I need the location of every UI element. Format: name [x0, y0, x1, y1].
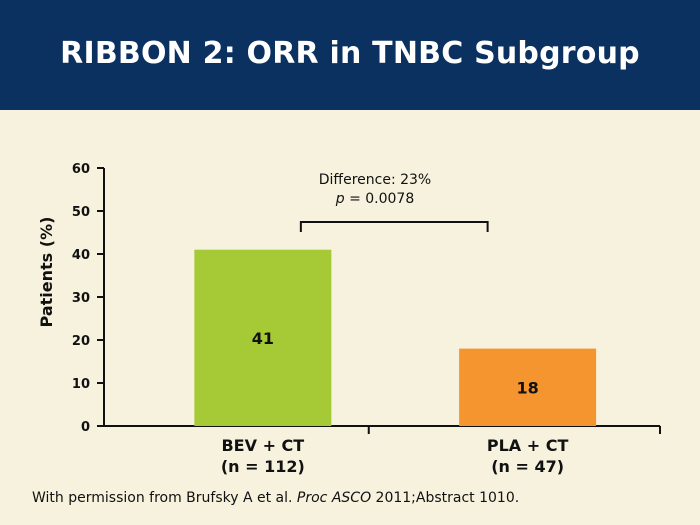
header-banner: RIBBON 2: ORR in TNBC Subgroup — [0, 0, 700, 110]
citation-prefix: With permission from Brufsky A et al. — [32, 490, 297, 506]
bar-value-label: 41 — [252, 329, 274, 348]
y-tick-label: 30 — [72, 291, 90, 306]
y-tick-label: 50 — [72, 205, 90, 220]
y-tick-label: 60 — [72, 162, 90, 177]
difference-annotation: Difference: 23% — [319, 172, 431, 188]
citation-footer: With permission from Brufsky A et al. Pr… — [32, 490, 519, 506]
citation-suffix: 2011;Abstract 1010. — [371, 490, 520, 506]
p-value-annotation: p = 0.0078 — [335, 191, 415, 207]
comparison-bracket — [299, 221, 489, 232]
bar — [459, 348, 597, 426]
y-axis-label: Patients (%) — [37, 217, 56, 328]
category-label: PLA + CT — [487, 436, 569, 455]
bar-value-label: 18 — [516, 378, 538, 397]
p-symbol: p — [335, 191, 345, 207]
bar — [194, 249, 332, 426]
slide-title: RIBBON 2: ORR in TNBC Subgroup — [60, 36, 640, 71]
y-tick-label: 10 — [72, 377, 90, 392]
category-sample-size: (n = 112) — [221, 457, 305, 476]
citation-journal: Proc ASCO — [296, 490, 372, 506]
y-tick-label: 0 — [81, 420, 90, 435]
y-tick-label: 40 — [72, 248, 90, 263]
category-sample-size: (n = 47) — [491, 457, 564, 476]
category-label: BEV + CT — [221, 436, 304, 455]
y-tick-label: 20 — [72, 334, 90, 349]
p-value: = 0.0078 — [345, 191, 415, 207]
